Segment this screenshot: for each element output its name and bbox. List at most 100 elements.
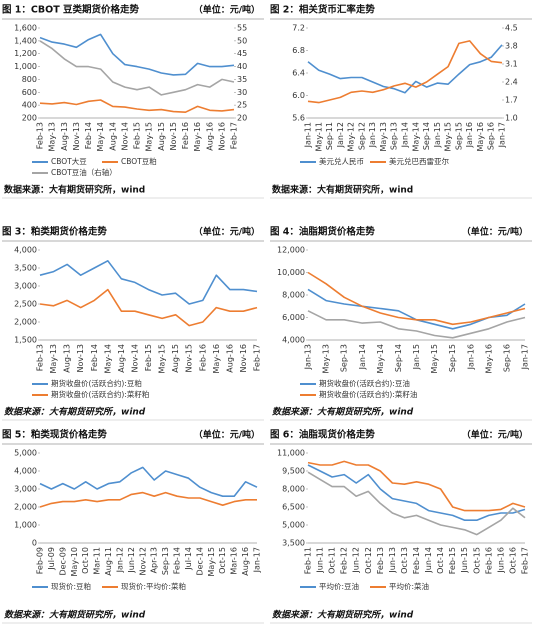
y2-tick-label: 3.1 <box>505 60 518 69</box>
x-tick-label: Jan-17 <box>498 122 507 148</box>
y-tick-label: 5,000 <box>282 521 305 530</box>
x-tick-label: Feb-13 <box>376 547 385 574</box>
unit-label: （单位：元/吨） <box>194 429 260 441</box>
y-tick-label: 400 <box>22 101 37 110</box>
x-tick-label: May-15 <box>145 122 154 151</box>
unit-label: （单位：元/吨） <box>462 226 528 238</box>
x-tick-label: Sep-16 <box>487 122 496 150</box>
y-tick-label: 3,500 <box>282 539 305 548</box>
x-tick-label: Jun-14 <box>424 547 433 574</box>
x-tick-label: Jan-16 <box>465 122 474 148</box>
x-tick-label: Feb-11 <box>304 547 313 574</box>
x-tick-label: Jan-14 <box>358 344 367 370</box>
x-tick-label: May-13 <box>322 344 331 373</box>
x-tick-label: Feb-15 <box>133 122 142 149</box>
x-tick-label: Nov-12 <box>138 547 147 575</box>
series-line <box>307 271 526 326</box>
x-tick-label: Sep-14 <box>422 122 431 150</box>
y-tick-label: 9,500 <box>282 467 305 476</box>
x-tick-label: Jan-17 <box>253 547 262 573</box>
x-tick-label: May-13 <box>379 122 388 151</box>
x-tick-label: Feb-15 <box>144 344 153 371</box>
x-tick-label: Aug-16 <box>225 344 234 373</box>
y2-tick-label: 20 <box>237 114 247 123</box>
legend-label: 期货收盘价(活跃合约):豆粕 <box>51 378 142 388</box>
series-line <box>307 40 503 104</box>
y-tick-label: 7.2 <box>292 24 305 33</box>
x-tick-label: Nov-16 <box>239 344 248 372</box>
y-tick-label: 2,500 <box>14 300 37 309</box>
x-tick-label: May-13 <box>49 344 58 373</box>
y-tick-label: 1,200 <box>14 49 37 58</box>
y2-tick-label: 35 <box>237 75 247 84</box>
x-tick-label: Apr-13 <box>150 547 159 573</box>
x-tick-label: May-16 <box>212 344 221 373</box>
x-tick-label: May-14 <box>96 122 105 151</box>
x-tick-label: Feb-16 <box>181 122 190 149</box>
x-tick-label: Jun-12 <box>127 547 136 574</box>
y-tick-label: 8,000 <box>282 291 305 300</box>
y-tick-label: 1,600 <box>14 24 37 33</box>
x-tick-label: Aug-13 <box>60 122 69 151</box>
y-tick-label: 6.4 <box>292 69 305 78</box>
x-tick-label: Jan-15 <box>433 122 442 148</box>
x-tick-label: Jul-14 <box>184 547 193 571</box>
x-tick-label: Jan-11 <box>304 122 313 148</box>
x-tick-label: May-12 <box>347 122 356 151</box>
x-tick-label: May-16 <box>193 122 202 151</box>
x-tick-label: Sep-14 <box>394 344 403 372</box>
x-tick-label: Sep-13 <box>161 547 170 575</box>
x-tick-label: Aug-15 <box>171 344 180 373</box>
chart-title: 图 4：油脂期货价格走势 <box>270 226 375 238</box>
y-tick-label: 5.6 <box>292 114 305 123</box>
y2-tick-label: 50 <box>237 36 247 45</box>
x-tick-label: May-15 <box>158 344 167 373</box>
x-tick-label: Sep-13 <box>340 344 349 372</box>
x-tick-label: Jun-12 <box>352 547 361 574</box>
x-tick-label: Feb-16 <box>198 344 207 371</box>
x-tick-label: Feb-09 <box>36 547 45 574</box>
legend-label: CBOT豆粕 <box>121 156 157 166</box>
y-tick-label: 0 <box>32 539 37 548</box>
series-line <box>39 491 257 508</box>
x-tick-label: May-16 <box>476 122 485 151</box>
x-tick-label: Nov-13 <box>72 122 81 150</box>
y-tick-label: 600 <box>22 88 37 97</box>
x-tick-label: Jan-13 <box>304 344 313 370</box>
x-tick-label: Oct-11 <box>328 547 337 574</box>
legend-label: 期货收盘价(活跃合约):菜籽油 <box>319 389 417 399</box>
y2-tick-label: 25 <box>237 101 247 110</box>
y2-tick-label: 1.7 <box>505 96 518 105</box>
y-tick-label: 1,400 <box>14 36 37 45</box>
y-tick-label: 3,000 <box>14 485 37 494</box>
legend-label: 美元兑巴西雷亚尔 <box>389 156 449 166</box>
legend-label: 美元兑人民币 <box>319 156 364 166</box>
x-tick-label: Sep-15 <box>454 122 463 150</box>
x-tick-label: May-16 <box>484 344 493 373</box>
series-line <box>39 288 258 327</box>
x-tick-label: May-11 <box>314 122 323 151</box>
y2-tick-label: 55 <box>237 24 247 33</box>
chart-title: 图 1：CBOT 豆类期货价格走势 <box>2 4 139 16</box>
legend-label: 现货价:平均价:菜粕 <box>121 581 186 591</box>
y2-tick-label: 4.5 <box>505 24 518 33</box>
x-tick-label: Feb-14 <box>412 547 421 574</box>
y-tick-label: 10,000 <box>277 268 305 277</box>
x-tick-label: Feb-17 <box>253 344 262 371</box>
x-tick-label: Feb-14 <box>84 122 93 149</box>
x-tick-label: Feb-15 <box>448 547 457 574</box>
x-tick-label: Aug-14 <box>117 344 126 373</box>
x-tick-label: Dec-09 <box>58 547 67 576</box>
x-tick-label: Jan-12 <box>115 547 124 573</box>
x-tick-label: Dec-14 <box>195 547 204 576</box>
x-tick-label: Feb-17 <box>230 122 239 149</box>
x-tick-label: Oct-10 <box>81 547 90 574</box>
x-tick-label: Jan-17 <box>521 344 530 370</box>
y-tick-label: 1,000 <box>14 62 37 71</box>
x-tick-label: May-15 <box>444 122 453 151</box>
y-tick-label: 3,500 <box>14 264 37 273</box>
x-tick-label: Aug-11 <box>104 547 113 576</box>
x-tick-label: Oct-14 <box>436 547 445 574</box>
x-tick-label: Sep-12 <box>357 122 366 150</box>
chart-title: 图 5：粕类现货价格走势 <box>2 429 107 441</box>
